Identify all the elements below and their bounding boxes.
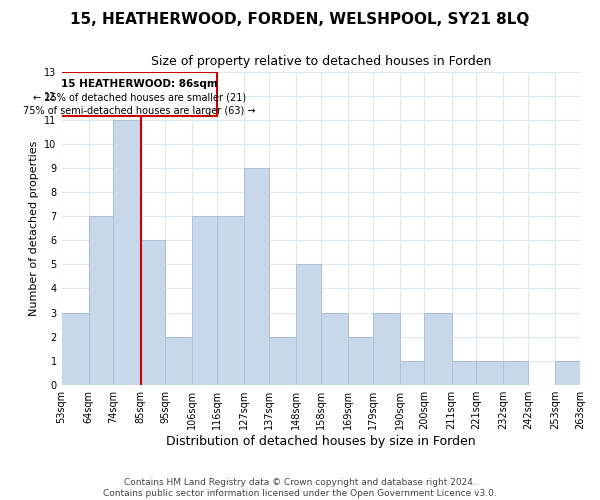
Bar [61,72,217,117]
Bar [113,120,140,384]
Bar [424,312,452,384]
Bar [244,168,269,384]
X-axis label: Distribution of detached houses by size in Forden: Distribution of detached houses by size … [166,434,476,448]
Bar [400,360,424,384]
Bar [348,336,373,384]
Text: Contains HM Land Registry data © Crown copyright and database right 2024.
Contai: Contains HM Land Registry data © Crown c… [103,478,497,498]
Bar [269,336,296,384]
Text: 75% of semi-detached houses are larger (63) →: 75% of semi-detached houses are larger (… [23,106,256,116]
Bar [89,216,113,384]
Bar [296,264,321,384]
Bar [503,360,528,384]
Bar [61,312,89,384]
Bar [217,216,244,384]
Bar [476,360,503,384]
Bar [373,312,400,384]
Bar [140,240,165,384]
Y-axis label: Number of detached properties: Number of detached properties [29,140,39,316]
Bar [165,336,193,384]
Bar [321,312,348,384]
Bar [193,216,217,384]
Text: ← 25% of detached houses are smaller (21): ← 25% of detached houses are smaller (21… [33,92,246,102]
Bar [452,360,476,384]
Text: 15, HEATHERWOOD, FORDEN, WELSHPOOL, SY21 8LQ: 15, HEATHERWOOD, FORDEN, WELSHPOOL, SY21… [70,12,530,28]
Bar [556,360,580,384]
Text: 15 HEATHERWOOD: 86sqm: 15 HEATHERWOOD: 86sqm [61,78,218,88]
Title: Size of property relative to detached houses in Forden: Size of property relative to detached ho… [151,55,491,68]
